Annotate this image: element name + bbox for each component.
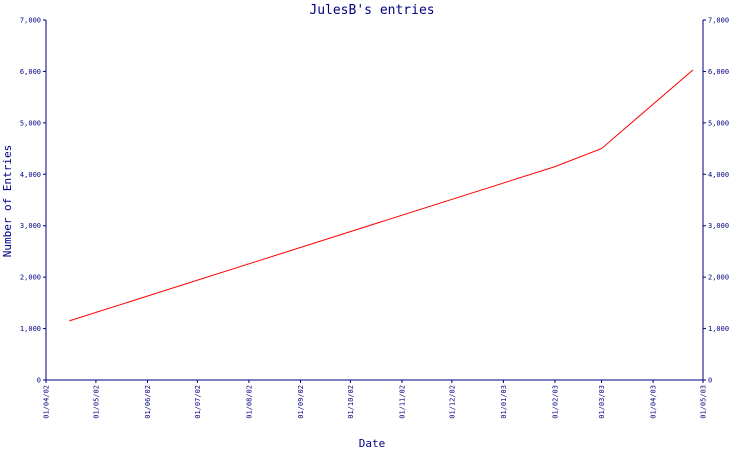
y-tick-label-right: 2,000 [708,274,729,282]
y-tick-label-left: 5,000 [20,119,41,127]
x-tick-label: 01/04/02 [43,385,51,419]
y-tick-label-right: 4,000 [708,171,729,179]
y-tick-label-right: 3,000 [708,222,729,230]
y-axis-label: Number of Entries [1,145,14,258]
y-tick-label-left: 1,000 [20,325,41,333]
x-tick-label: 01/05/02 [92,385,100,419]
y-tick-label-right: 5,000 [708,119,729,127]
y-tick-label-right: 7,000 [708,17,729,25]
plot-series [69,69,694,322]
x-tick-label: 01/09/02 [297,385,305,419]
y-tick-label-left: 6,000 [20,68,41,76]
y-ticks-right: 0 1,000 2,000 3,000 4,000 5,000 6,000 7,000 [703,17,729,385]
x-tick-label: 01/08/02 [245,385,253,419]
x-tick-label: 01/07/02 [194,385,202,419]
x-tick-label: 01/05/03 [700,385,708,419]
axes [45,20,704,381]
chart-title: JulesB's entries [309,3,434,18]
series-line [69,69,694,322]
y-tick-label-left: 0 [37,377,41,385]
y-tick-label-left: 7,000 [20,17,41,25]
y-tick-label-left: 3,000 [20,222,41,230]
x-tick-label: 01/03/03 [598,385,606,419]
y-tick-label-right: 1,000 [708,325,729,333]
y-tick-label-right: 6,000 [708,68,729,76]
y-tick-label-left: 2,000 [20,274,41,282]
x-tick-label: 01/06/02 [144,385,152,419]
y-tick-label-right: 0 [708,377,712,385]
x-tick-label: 01/12/02 [448,385,456,419]
x-tick-label: 01/11/02 [398,385,406,419]
x-tick-label: 01/04/03 [650,385,658,419]
x-tick-label: 01/10/02 [347,385,355,419]
y-tick-label-left: 4,000 [20,171,41,179]
y-ticks-left: 0 1,000 2,000 3,000 4,000 5,000 6,000 7,000 [20,17,46,385]
x-tick-label: 01/01/03 [500,385,508,419]
x-tick-label: 01/02/03 [551,385,559,419]
x-ticks: 01/04/02 01/05/02 01/06/02 01/07/02 01/08/02… [43,380,708,419]
x-axis-label: Date [359,437,386,450]
